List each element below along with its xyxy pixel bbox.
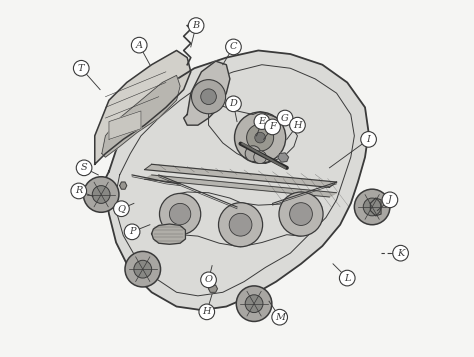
Circle shape xyxy=(188,18,204,34)
Circle shape xyxy=(124,224,140,240)
Text: D: D xyxy=(229,99,237,108)
Text: H: H xyxy=(293,121,302,130)
Circle shape xyxy=(125,251,161,287)
Circle shape xyxy=(361,132,376,147)
Circle shape xyxy=(114,201,129,217)
Circle shape xyxy=(71,183,87,199)
Polygon shape xyxy=(145,164,337,187)
Circle shape xyxy=(245,295,263,313)
Text: I: I xyxy=(366,135,371,144)
Circle shape xyxy=(246,124,273,151)
Polygon shape xyxy=(370,198,381,216)
Polygon shape xyxy=(105,50,369,310)
Circle shape xyxy=(255,132,265,143)
Polygon shape xyxy=(209,285,218,292)
Polygon shape xyxy=(183,61,230,125)
Text: K: K xyxy=(397,249,404,258)
Circle shape xyxy=(83,177,119,212)
Circle shape xyxy=(226,96,241,112)
Text: P: P xyxy=(129,227,136,236)
Circle shape xyxy=(169,203,191,225)
Text: T: T xyxy=(78,64,84,73)
Circle shape xyxy=(235,112,286,163)
Text: Q: Q xyxy=(118,204,126,213)
Text: E: E xyxy=(258,117,265,126)
Circle shape xyxy=(290,203,312,225)
Polygon shape xyxy=(119,182,127,189)
Circle shape xyxy=(236,286,272,321)
Circle shape xyxy=(272,310,288,325)
Circle shape xyxy=(265,119,281,135)
Polygon shape xyxy=(152,224,185,244)
Circle shape xyxy=(254,114,270,130)
Text: L: L xyxy=(344,273,350,283)
Circle shape xyxy=(229,213,252,236)
Text: F: F xyxy=(269,122,276,131)
Text: G: G xyxy=(281,114,289,122)
Circle shape xyxy=(277,110,293,126)
Polygon shape xyxy=(109,111,141,139)
Circle shape xyxy=(134,260,152,278)
Circle shape xyxy=(219,203,263,247)
Circle shape xyxy=(199,304,215,320)
Circle shape xyxy=(355,189,390,225)
Circle shape xyxy=(201,272,216,288)
Text: A: A xyxy=(136,41,143,50)
Polygon shape xyxy=(102,75,180,157)
Circle shape xyxy=(363,198,381,216)
Circle shape xyxy=(245,146,261,161)
Circle shape xyxy=(201,89,216,105)
Circle shape xyxy=(73,60,89,76)
Circle shape xyxy=(92,186,110,203)
Text: O: O xyxy=(205,275,212,284)
Circle shape xyxy=(191,80,226,114)
Circle shape xyxy=(131,37,147,53)
Text: M: M xyxy=(274,313,285,322)
Circle shape xyxy=(254,151,266,164)
Circle shape xyxy=(76,160,92,176)
Text: S: S xyxy=(81,164,87,172)
Text: B: B xyxy=(192,21,200,30)
Circle shape xyxy=(393,245,409,261)
Circle shape xyxy=(279,192,323,236)
Polygon shape xyxy=(145,175,337,197)
Text: C: C xyxy=(230,42,237,51)
Text: J: J xyxy=(388,195,392,204)
Text: H: H xyxy=(202,307,211,316)
Polygon shape xyxy=(278,153,289,162)
Circle shape xyxy=(226,39,241,55)
Circle shape xyxy=(159,193,201,235)
Circle shape xyxy=(290,117,305,133)
Circle shape xyxy=(339,270,355,286)
Text: R: R xyxy=(75,186,82,195)
Polygon shape xyxy=(95,50,191,164)
Circle shape xyxy=(382,192,398,208)
